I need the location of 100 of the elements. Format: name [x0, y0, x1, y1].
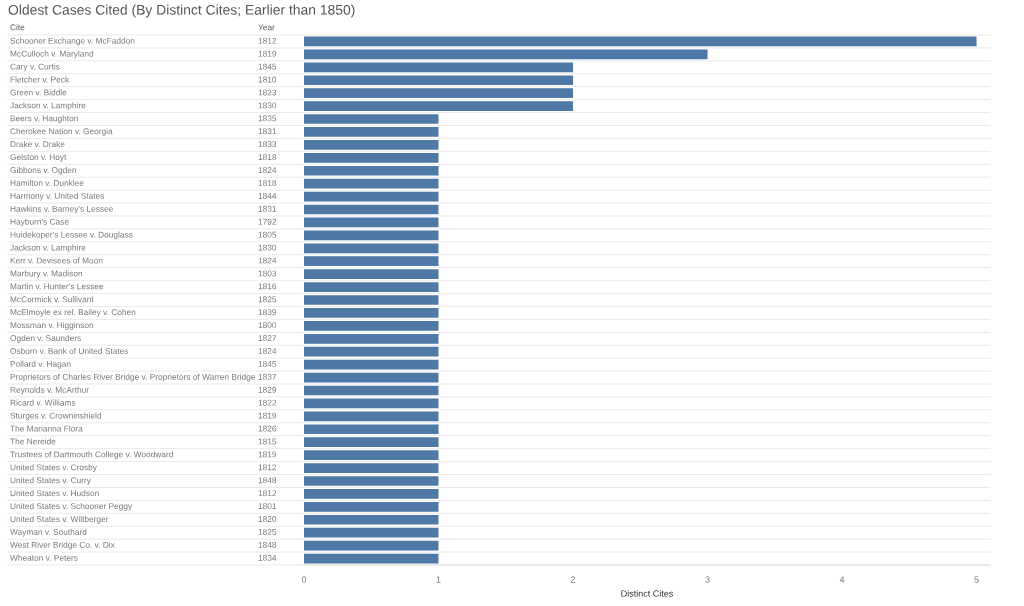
bar [304, 463, 439, 473]
text: 1848 [258, 541, 277, 548]
y-tick-label: Martin v. Hunter's Lessee [10, 283, 104, 290]
text: 1824 [258, 257, 277, 264]
text: 1830 [258, 102, 277, 109]
bar [304, 398, 439, 409]
bar [304, 49, 708, 60]
y-tick-label: Osborn v. Bank of United States [10, 347, 129, 354]
bar [304, 514, 439, 525]
text: 1839 [258, 309, 277, 316]
bar [304, 295, 439, 305]
bar [304, 308, 439, 318]
text: 1819 [258, 451, 277, 458]
y-tick-label: Drake v. Drake [10, 140, 65, 148]
text: 1810 [258, 76, 277, 83]
y-tick-label: Proprietors of Charles River Bridge v. Proprietors of Warren Bridge [10, 373, 256, 382]
text: 1824 [258, 167, 277, 173]
text: 1803 [258, 270, 277, 277]
bar [304, 243, 439, 254]
text: 1826 [258, 425, 277, 432]
bar [304, 114, 439, 124]
y-tick-label: Schooner Exchange v. McFaddon [10, 37, 135, 46]
text: 1824 [258, 348, 277, 354]
x-tick-label: 1 [436, 576, 441, 583]
y-tick-label: Cary v. Curtis [10, 63, 60, 72]
bar [304, 269, 439, 279]
y-tick-label: Harmony v. United States [10, 192, 105, 201]
text: 1831 [258, 205, 277, 212]
text: 1848 [258, 477, 277, 484]
bar [304, 62, 574, 73]
text: 1819 [258, 412, 277, 419]
bar [304, 372, 439, 383]
bar [304, 75, 574, 86]
y-tick-label: Fletcher v. Peck [10, 76, 70, 83]
text: 1825 [258, 296, 277, 303]
y-tick-label: Mossman v. Higginson [10, 321, 94, 330]
text: 1818 [258, 179, 277, 186]
text: Oldest Cases Cited (By Distinct Cites; Earlier than 1850) [8, 4, 355, 18]
text: 1822 [258, 399, 277, 406]
text: 1812 [258, 37, 277, 44]
y-tick-label: United States v. Schooner Peggy [10, 502, 133, 511]
y-tick-label: Sturges v. Crowninshield [10, 412, 102, 421]
y-tick-label: Marbury v. Madison [10, 270, 83, 279]
text: 1812 [258, 464, 277, 471]
bar [304, 359, 439, 370]
bar [304, 333, 439, 344]
bar [304, 36, 977, 47]
y-tick-label: Jackson v. Lamphire [10, 244, 86, 253]
y-tick-label: Hayburn's Case [10, 218, 69, 227]
y-tick-label: Cherokee Nation v. Georgia [10, 128, 113, 136]
y-tick-label: Ricard v. Williams [10, 399, 76, 406]
text: 1819 [258, 50, 277, 57]
y-tick-label: Wayman v. Southard [10, 528, 87, 537]
bar [304, 501, 439, 512]
bar [304, 282, 439, 292]
text: 1837 [258, 373, 277, 380]
text: 1833 [258, 141, 277, 148]
y-tick-label: Green v. Biddle [10, 89, 67, 96]
text: 1812 [258, 490, 277, 497]
y-tick-label: The Nereide [10, 438, 56, 445]
y-tick-label: Kerr v. Devisees of Moon [10, 257, 103, 264]
text: 1825 [258, 529, 277, 535]
y-tick-label: Ogden v. Saunders [10, 334, 81, 343]
y-tick-label: Hawkins v. Barney's Lessee [10, 205, 113, 214]
y-tick-label: Trustees of Dartmouth College v. Woodward [10, 451, 173, 460]
y-tick-label: Huidekoper's Lessee v. Douglass [10, 231, 133, 240]
text: 1800 [258, 322, 277, 329]
y-tick-label: The Marianna Flora [10, 425, 83, 432]
text: 1820 [258, 516, 277, 522]
y-tick-label: United States v. Wiltberger [10, 515, 109, 524]
bar [304, 127, 439, 137]
bar [304, 140, 439, 150]
bar [304, 230, 439, 241]
bar [304, 217, 439, 228]
y-tick-label: McCulloch v. Maryland [10, 50, 94, 59]
bar [304, 191, 439, 202]
text: 1830 [258, 244, 277, 251]
x-tick-label: 5 [974, 576, 979, 583]
text: 1827 [258, 335, 277, 342]
y-tick-label: West River Bridge Co. v. Dix [10, 541, 115, 550]
text: Year [258, 24, 275, 31]
y-tick-label: McCormick v. Sullivant [10, 296, 94, 303]
y-tick-label: United States v. Hudson [10, 490, 99, 497]
bar [304, 256, 439, 267]
text: 1844 [258, 192, 277, 199]
text: 1845 [258, 360, 277, 367]
bar [304, 553, 439, 564]
bar [304, 540, 439, 551]
text: 1815 [258, 438, 277, 445]
y-tick-label: Reynolds v. McArthur [10, 386, 89, 395]
text: 1805 [258, 231, 277, 238]
y-tick-label: Wheaton v. Peters [10, 554, 78, 561]
x-tick-label: 2 [570, 576, 576, 583]
text: 1801 [258, 503, 277, 510]
bar [304, 346, 439, 357]
bar [304, 385, 439, 396]
bar [304, 152, 439, 163]
text: 1823 [258, 89, 277, 96]
bar [304, 424, 439, 435]
y-tick-label: Beers v. Haughton [10, 115, 78, 123]
